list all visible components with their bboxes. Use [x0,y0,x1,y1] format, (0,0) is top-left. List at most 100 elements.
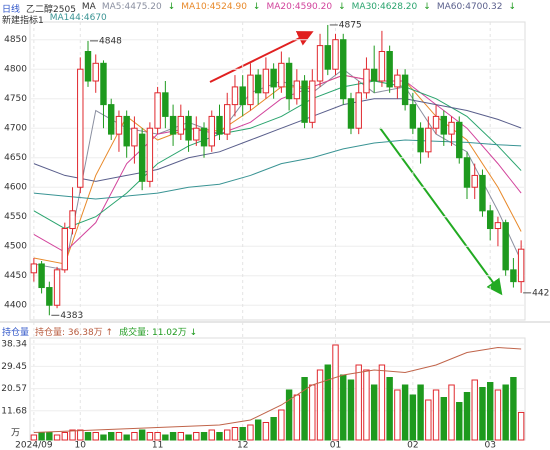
x-tick-label: 10 [75,441,87,450]
candle-body [463,157,471,188]
candle-body [108,104,115,135]
x-tick-label: 11 [152,441,163,450]
volume-bar [517,411,525,441]
volume-bar [278,409,285,441]
candle-body [370,68,378,82]
candle-body [448,121,455,135]
candle-body [456,121,463,159]
candle-body [138,133,146,182]
candle-body [486,210,494,230]
x-tick-label: 03 [484,441,495,450]
candle-body [278,62,285,88]
volume-bar [115,432,123,441]
x-tick-label: 2024/09 [15,441,53,450]
ma-line [33,98,522,182]
volume-bar [309,384,316,441]
candle-body [309,80,316,123]
candle-body [340,39,347,100]
candle-body [262,68,270,94]
volume-bar [46,432,53,441]
volume-bar [486,382,494,441]
y-tick-label: 4550 [4,212,27,222]
volume-bar [425,399,432,441]
volume-bar [92,432,99,441]
y-tick-label: 4650 [4,153,27,163]
candle-body [301,80,308,123]
volume-bar [409,394,417,441]
ma-line [33,74,522,265]
price-panel [29,21,526,321]
trend-arrow: ↓ [167,2,176,12]
volume-bar [401,384,409,441]
candle-body [332,39,339,70]
volume-bar [324,364,331,441]
candle-body [100,62,107,106]
y-tick-label: 20.57 [1,384,27,394]
volume-bar [394,389,401,441]
volume-bar [448,384,455,441]
candle-body [61,228,69,271]
y-tick-label: 4450 [4,271,27,281]
extreme-label: 4875 [339,20,362,30]
y-tick-label: 29.45 [1,362,27,372]
volume-bar [270,417,277,441]
volume-bar [208,429,215,441]
y-tick-label: 4700 [4,124,27,134]
candle-body [30,263,38,274]
candle-body [224,104,231,135]
candle-body [517,248,525,283]
volume-bar [332,344,339,441]
x-tick-label: 01 [330,441,341,450]
candle-body [38,263,45,289]
trend-arrow: ↓ [508,2,516,12]
trend-arrow: ↓ [423,2,431,12]
legend-row: 新建指标1 MA144:4670 [2,13,107,26]
volume-bar [510,377,517,441]
group-label: 新建指标1 [2,16,44,26]
candle-body [115,115,123,135]
volume-bar [146,432,154,441]
y-tick-label: 4400 [4,301,27,311]
volume-bar [169,432,177,441]
candle-body [239,86,246,106]
volume-bar [30,434,38,441]
extreme-label: 4848 [99,36,122,46]
volume-bar [293,394,301,441]
volume-bar [502,384,509,441]
volume-bar [363,369,370,441]
candle-body [131,127,138,147]
volume-bar [108,432,115,441]
trend-arrow: ↓ [338,2,346,12]
trend-arrow-up [209,31,314,83]
volume-bar [224,429,231,441]
volume-bar [53,434,61,441]
legend-entry: MA10:4524.90 [181,2,247,12]
candle-body [502,222,509,271]
candle-body [409,104,417,129]
candle-body [363,68,370,94]
candle-body [425,127,432,153]
volume-bar [239,427,246,441]
candle-body [208,115,215,147]
volume-bar [216,432,223,441]
volume-bar [100,434,107,441]
candle-body [378,51,386,82]
candle-body [231,86,239,106]
candle-body [193,127,200,141]
candle-body [394,74,401,88]
candle-body [177,115,185,135]
candle-body [77,68,84,188]
volume-bar [340,374,347,441]
unit-label: 万 [11,429,20,439]
candle-body [316,45,324,82]
candle-body [92,62,99,82]
candle-body [401,74,409,106]
legend-entry: MA5:4475.20 [101,2,162,12]
volume-bar [301,377,308,441]
candle-body [386,51,393,88]
candle-body [169,115,177,135]
volume-bar [463,392,471,441]
y-tick-label: 4800 [4,65,27,75]
volume-bar [162,434,169,441]
